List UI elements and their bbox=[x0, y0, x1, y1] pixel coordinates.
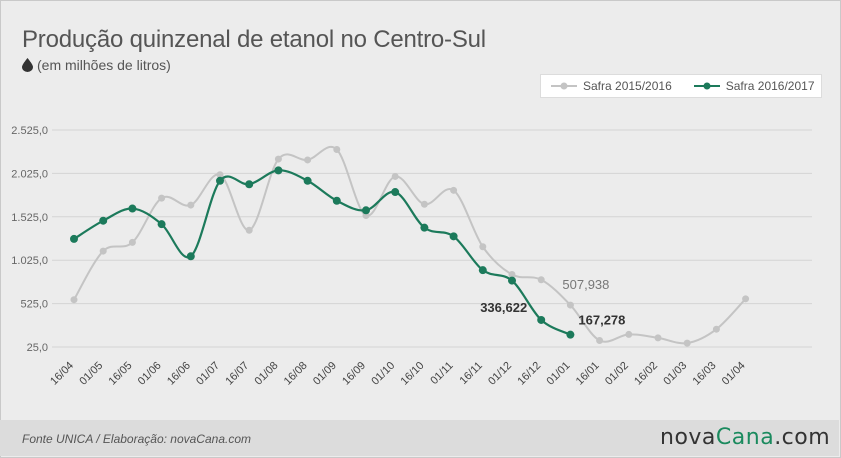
x-tick-label: 01/04 bbox=[720, 360, 748, 388]
data-point bbox=[332, 196, 341, 205]
data-point bbox=[420, 200, 428, 208]
data-point bbox=[537, 315, 546, 324]
data-point bbox=[420, 223, 429, 232]
x-tick-label: 01/01 bbox=[545, 360, 573, 388]
data-point bbox=[742, 295, 750, 303]
data-point bbox=[566, 330, 575, 339]
data-point bbox=[391, 188, 400, 197]
data-point bbox=[362, 206, 370, 215]
x-tick-label: 16/09 bbox=[340, 360, 368, 388]
data-point bbox=[450, 186, 458, 194]
x-tick-label: 16/08 bbox=[282, 360, 310, 388]
x-tick-label: 01/02 bbox=[603, 360, 631, 388]
data-point bbox=[216, 171, 224, 179]
data-point bbox=[158, 194, 166, 202]
y-tick-label: 1.525,0 bbox=[11, 212, 48, 224]
source-note: Fonte UNICA / Elaboração: novaCana.com bbox=[22, 432, 252, 446]
data-point bbox=[128, 204, 137, 213]
brand-suffix: .com bbox=[774, 425, 831, 450]
legend-label-2015: Safra 2015/2016 bbox=[583, 79, 672, 93]
x-tick-label: 01/11 bbox=[428, 360, 455, 387]
data-point bbox=[128, 238, 136, 246]
data-point bbox=[625, 330, 633, 338]
data-point bbox=[70, 296, 78, 304]
data-point bbox=[99, 247, 107, 255]
data-point bbox=[216, 176, 224, 185]
y-tick-label: 25,0 bbox=[27, 342, 48, 354]
data-point bbox=[70, 234, 78, 243]
x-tick-label: 16/03 bbox=[691, 360, 719, 388]
x-tick-label: 16/05 bbox=[107, 360, 135, 388]
y-tick-label: 525,0 bbox=[20, 299, 48, 311]
data-label: 167,278 bbox=[578, 313, 625, 328]
data-point bbox=[333, 146, 341, 154]
data-point bbox=[566, 301, 574, 309]
data-point bbox=[245, 180, 254, 189]
x-tick-label: 16/06 bbox=[165, 360, 193, 388]
data-point bbox=[274, 166, 283, 175]
x-tick-label: 01/03 bbox=[661, 360, 689, 388]
data-point bbox=[654, 334, 662, 342]
data-point bbox=[304, 156, 312, 164]
data-point bbox=[479, 243, 487, 251]
data-point bbox=[245, 226, 253, 234]
brand-prefix: nova bbox=[660, 425, 716, 450]
legend-marker-2016 bbox=[693, 82, 720, 90]
data-point bbox=[508, 276, 516, 285]
brand-logo: novaCana.com bbox=[660, 425, 830, 450]
x-tick-label: 01/12 bbox=[486, 360, 514, 388]
data-point bbox=[99, 216, 108, 225]
data-point bbox=[449, 232, 458, 241]
x-tick-label: 01/07 bbox=[194, 360, 222, 388]
x-tick-label: 16/01 bbox=[574, 360, 602, 388]
data-point bbox=[157, 220, 166, 229]
x-tick-label: 16/04 bbox=[48, 360, 76, 388]
legend-label-2016: Safra 2016/2017 bbox=[725, 79, 815, 93]
data-point bbox=[391, 172, 399, 180]
data-point bbox=[683, 339, 691, 347]
data-point bbox=[187, 201, 195, 209]
x-tick-label: 01/06 bbox=[136, 360, 164, 388]
subtitle-text: (em milhões de litros) bbox=[37, 57, 171, 73]
drop-icon bbox=[22, 58, 33, 72]
x-tick-label: 16/02 bbox=[632, 360, 660, 388]
brand-name: Cana bbox=[715, 425, 775, 450]
data-label: 336,622 bbox=[480, 300, 527, 315]
x-tick-label: 01/10 bbox=[369, 360, 397, 388]
x-tick-label: 01/08 bbox=[253, 360, 281, 388]
data-point bbox=[537, 276, 545, 284]
y-tick-label: 2.525,0 bbox=[11, 125, 48, 137]
data-point bbox=[274, 155, 282, 163]
y-tick-label: 2.025,0 bbox=[11, 168, 48, 180]
x-tick-label: 16/10 bbox=[399, 360, 427, 388]
chart-title: Produção quinzenal de etanol no Centro-S… bbox=[22, 26, 486, 53]
x-tick-label: 16/07 bbox=[223, 360, 251, 388]
x-tick-label: 01/05 bbox=[77, 360, 105, 388]
chart-subtitle: (em milhões de litros) bbox=[22, 57, 171, 73]
legend-item-2015[interactable]: Safra 2015/2016 bbox=[551, 79, 672, 93]
data-point bbox=[712, 325, 720, 333]
line-chart: 2.525,02.025,01.525,01.025,0525,025,016/… bbox=[11, 125, 812, 388]
x-tick-label: 16/11 bbox=[458, 360, 485, 387]
legend: Safra 2015/2016 Safra 2016/2017 bbox=[540, 74, 822, 98]
footer-bar bbox=[0, 420, 839, 456]
data-point bbox=[303, 176, 312, 185]
data-label: 507,938 bbox=[562, 277, 609, 292]
x-tick-label: 01/09 bbox=[311, 360, 339, 388]
data-point bbox=[508, 271, 516, 279]
legend-marker-2015 bbox=[551, 82, 577, 90]
data-point bbox=[186, 252, 195, 261]
legend-item-2016[interactable]: Safra 2016/2017 bbox=[693, 79, 815, 93]
data-point bbox=[478, 266, 487, 275]
data-point bbox=[596, 336, 604, 344]
x-tick-label: 16/12 bbox=[515, 360, 543, 388]
y-tick-label: 1.025,0 bbox=[11, 255, 48, 267]
